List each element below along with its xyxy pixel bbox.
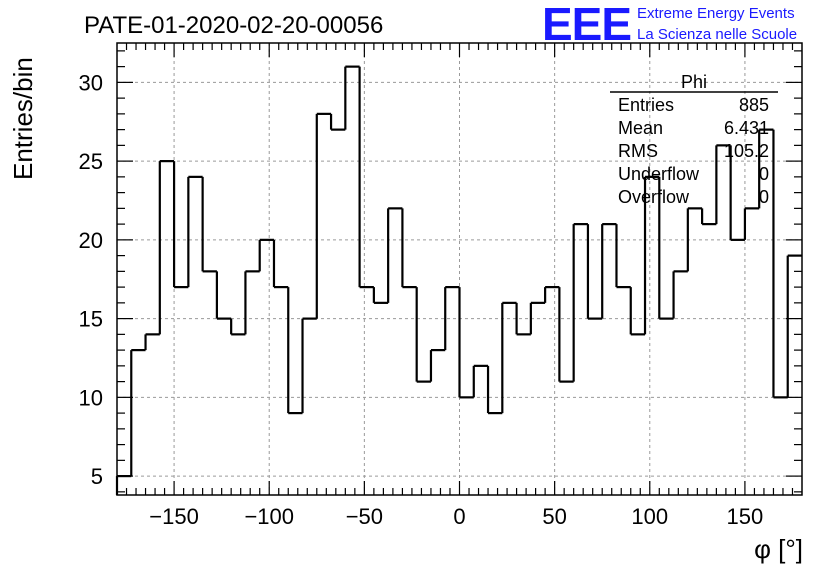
axis-ticks	[117, 43, 802, 495]
y-tick-label: 30	[79, 70, 103, 95]
chart-title: PATE-01-2020-02-20-00056	[84, 12, 383, 39]
y-tick-label: 25	[79, 149, 103, 174]
y-axis-label: Entries/bin	[8, 57, 38, 180]
y-tick-label: 15	[79, 307, 103, 332]
logo-mark: EEE	[542, 0, 631, 50]
grid-lines	[117, 43, 802, 495]
x-tick-label: 0	[453, 504, 465, 529]
y-tick-label: 5	[91, 464, 103, 489]
stats-value: 0	[759, 187, 769, 207]
stats-label: RMS	[618, 141, 658, 161]
x-tick-labels: −150 −100 −50 0 50 100 150	[149, 504, 763, 529]
logo-line-1: Extreme Energy Events	[637, 5, 795, 22]
stats-value: 0	[759, 164, 769, 184]
x-tick-label: −100	[244, 504, 294, 529]
x-tick-label: 100	[631, 504, 668, 529]
stats-label: Mean	[618, 118, 663, 138]
stats-label: Underflow	[618, 164, 700, 184]
stats-value: 105.2	[724, 141, 769, 161]
stats-box-title: Phi	[681, 72, 707, 92]
stats-value: 6.431	[724, 118, 769, 138]
stats-rows: Entries 885 Mean 6.431 RMS 105.2 Underflow 0 Ove…	[618, 95, 769, 207]
y-tick-labels: 5 10 15 20 25 30	[79, 70, 103, 489]
x-tick-label: −50	[346, 504, 383, 529]
eee-logo: EEE Extreme Energy Events La Scienza nel…	[542, 0, 797, 50]
x-tick-label: 50	[542, 504, 566, 529]
stats-box: Phi Entries 885 Mean 6.431 RMS 105.2 Underflow…	[610, 72, 778, 207]
x-tick-label: 150	[727, 504, 764, 529]
y-tick-label: 10	[79, 385, 103, 410]
stats-label: Entries	[618, 95, 674, 115]
x-axis-label: φ [°]	[754, 534, 803, 564]
stats-value: 885	[739, 95, 769, 115]
y-tick-label: 20	[79, 228, 103, 253]
logo-line-2: La Scienza nelle Scuole	[637, 26, 797, 43]
x-tick-label: −150	[149, 504, 199, 529]
histogram-layer	[115, 65, 802, 495]
stats-label: Overflow	[618, 187, 690, 207]
